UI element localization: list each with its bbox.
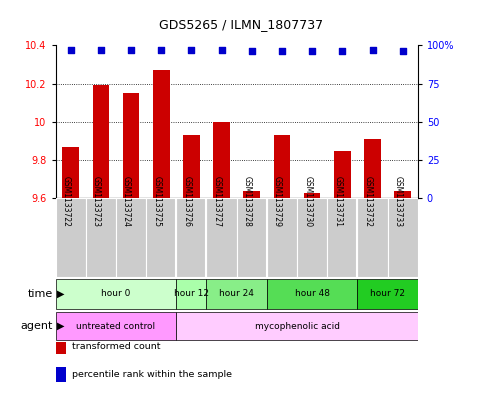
Point xyxy=(248,48,256,55)
Point xyxy=(399,48,407,55)
Bar xyxy=(176,279,207,309)
Bar xyxy=(267,198,297,277)
Text: GSM1133726: GSM1133726 xyxy=(183,176,191,227)
Text: hour 72: hour 72 xyxy=(370,289,405,298)
Bar xyxy=(304,193,320,198)
Text: GSM1133728: GSM1133728 xyxy=(243,176,252,227)
Bar xyxy=(56,339,66,354)
Bar xyxy=(237,198,267,277)
Bar xyxy=(395,191,411,198)
Text: ▶: ▶ xyxy=(57,321,64,331)
Bar xyxy=(388,198,418,277)
Bar xyxy=(267,279,357,309)
Point xyxy=(127,47,135,53)
Bar xyxy=(153,70,170,198)
Bar xyxy=(364,139,381,198)
Text: transformed count: transformed count xyxy=(72,342,160,351)
Text: agent: agent xyxy=(21,321,53,331)
Text: GSM1133722: GSM1133722 xyxy=(62,176,71,227)
Text: untreated control: untreated control xyxy=(76,322,156,331)
Point xyxy=(67,47,74,53)
Text: GSM1133727: GSM1133727 xyxy=(213,176,222,227)
Text: hour 0: hour 0 xyxy=(101,289,130,298)
Text: GSM1133725: GSM1133725 xyxy=(152,176,161,227)
Text: hour 12: hour 12 xyxy=(174,289,209,298)
Text: hour 24: hour 24 xyxy=(219,289,254,298)
Point xyxy=(308,48,316,55)
Bar xyxy=(86,198,116,277)
Text: GSM1133730: GSM1133730 xyxy=(303,176,312,227)
Bar xyxy=(176,312,418,340)
Bar xyxy=(176,198,207,277)
Text: GSM1133723: GSM1133723 xyxy=(92,176,101,227)
Bar xyxy=(146,198,176,277)
Point xyxy=(369,47,376,53)
Bar xyxy=(327,198,357,277)
Bar xyxy=(357,279,418,309)
Bar xyxy=(56,279,176,309)
Text: GDS5265 / ILMN_1807737: GDS5265 / ILMN_1807737 xyxy=(159,18,324,31)
Bar xyxy=(183,135,199,198)
Bar xyxy=(207,279,267,309)
Bar xyxy=(56,367,66,382)
Bar xyxy=(93,85,109,198)
Bar xyxy=(334,151,351,198)
Bar xyxy=(116,198,146,277)
Point xyxy=(97,47,105,53)
Point xyxy=(187,47,195,53)
Bar xyxy=(207,198,237,277)
Bar xyxy=(297,198,327,277)
Bar xyxy=(274,135,290,198)
Text: GSM1133731: GSM1133731 xyxy=(333,176,342,227)
Text: mycophenolic acid: mycophenolic acid xyxy=(255,322,340,331)
Text: GSM1133733: GSM1133733 xyxy=(394,176,403,227)
Text: GSM1133732: GSM1133732 xyxy=(364,176,372,227)
Point xyxy=(157,47,165,53)
Bar xyxy=(357,198,388,277)
Bar xyxy=(213,122,230,198)
Text: time: time xyxy=(28,289,53,299)
Bar xyxy=(56,312,176,340)
Bar xyxy=(56,198,86,277)
Bar xyxy=(123,93,139,198)
Bar xyxy=(243,191,260,198)
Text: GSM1133724: GSM1133724 xyxy=(122,176,131,227)
Bar xyxy=(62,147,79,198)
Text: percentile rank within the sample: percentile rank within the sample xyxy=(72,370,232,379)
Text: GSM1133729: GSM1133729 xyxy=(273,176,282,227)
Text: ▶: ▶ xyxy=(57,289,64,299)
Point xyxy=(278,48,286,55)
Text: hour 48: hour 48 xyxy=(295,289,329,298)
Point xyxy=(218,47,226,53)
Point xyxy=(339,48,346,55)
